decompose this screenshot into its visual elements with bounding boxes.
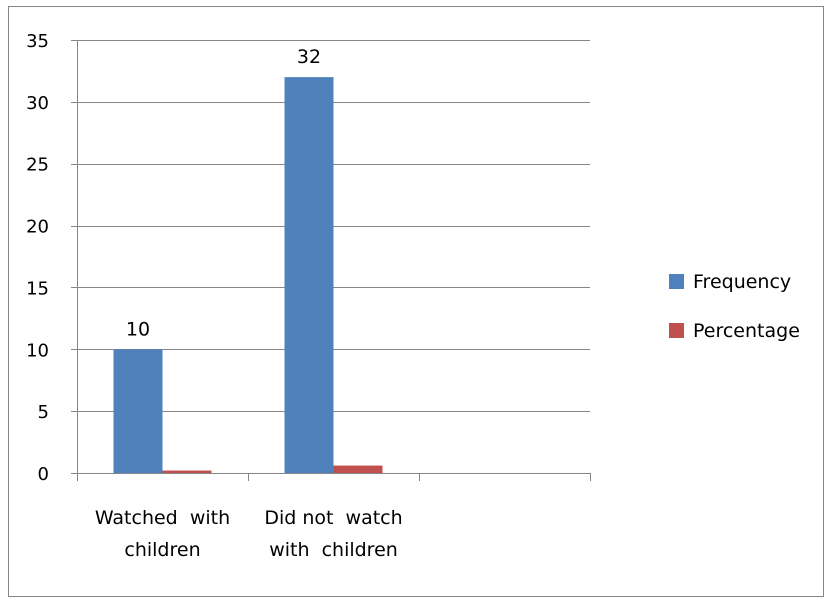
y-tick-label: 0 xyxy=(38,464,49,485)
y-tick-label: 15 xyxy=(26,278,49,299)
x-category-label: Watched with xyxy=(95,507,230,529)
y-tick-label: 25 xyxy=(26,155,49,176)
x-category-label: with children xyxy=(269,539,398,561)
labels: 0 5 10 15 20 25 30 35 10 Watched with children 32 Di… xyxy=(26,31,403,561)
axes xyxy=(71,40,591,481)
bar-percentage-1 xyxy=(333,465,383,473)
x-category-label: children xyxy=(124,539,200,561)
y-tick-label: 30 xyxy=(26,93,49,114)
y-tick-label: 35 xyxy=(26,31,49,52)
y-tick-label: 10 xyxy=(26,340,49,361)
legend-swatch-percentage xyxy=(669,323,684,338)
bars xyxy=(113,77,383,473)
legend-label-percentage: Percentage xyxy=(693,320,800,342)
chart-frame xyxy=(8,6,824,597)
legend-swatch-frequency xyxy=(669,274,684,289)
data-label: 10 xyxy=(126,318,150,340)
bar-frequency-0 xyxy=(113,349,163,473)
x-category-label: Did not watch xyxy=(264,507,402,529)
y-tick-label: 20 xyxy=(26,217,49,238)
legend-label-frequency: Frequency xyxy=(693,271,791,293)
y-tick-label: 5 xyxy=(38,402,49,423)
data-label: 32 xyxy=(297,46,321,68)
bar-percentage-0 xyxy=(162,470,212,473)
legend: Frequency Percentage xyxy=(669,271,800,342)
bar-frequency-1 xyxy=(284,77,334,473)
